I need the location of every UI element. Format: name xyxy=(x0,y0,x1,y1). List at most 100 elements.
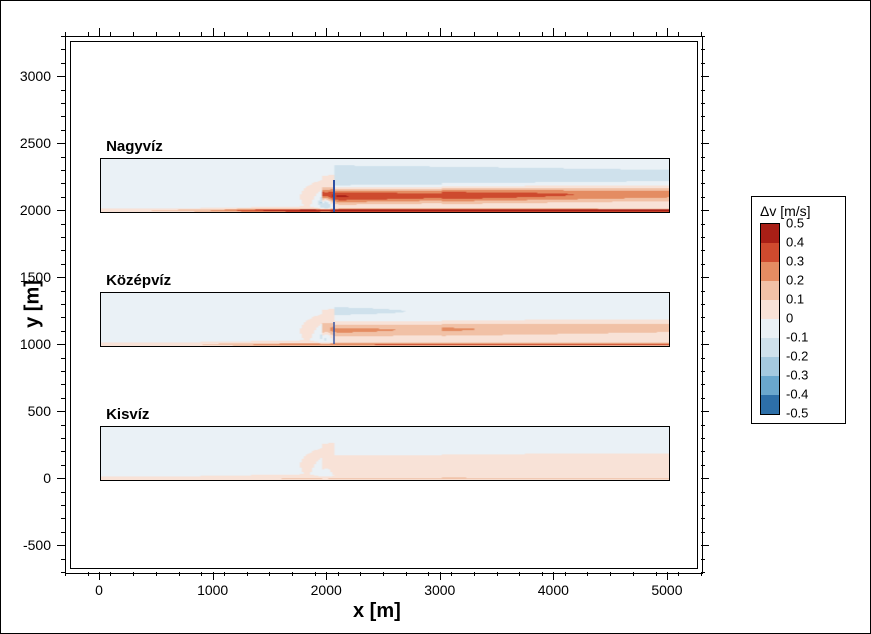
tick xyxy=(406,572,407,576)
tick xyxy=(701,545,705,546)
heatmap-panel xyxy=(100,292,670,348)
tick xyxy=(474,32,475,36)
tick xyxy=(61,425,65,426)
tick xyxy=(656,572,657,576)
tick xyxy=(701,250,705,251)
tick xyxy=(61,90,65,91)
tick xyxy=(326,572,327,580)
tick xyxy=(61,49,65,50)
tick xyxy=(61,264,65,265)
tick xyxy=(61,250,65,251)
tick xyxy=(565,572,566,576)
tick xyxy=(701,451,705,452)
tick xyxy=(610,572,611,576)
panel-label: Középvíz xyxy=(106,272,171,289)
tick xyxy=(61,103,65,104)
tick xyxy=(65,32,66,36)
tick xyxy=(338,32,339,36)
tick xyxy=(701,371,705,372)
tick xyxy=(61,63,65,64)
tick xyxy=(701,358,705,359)
tick xyxy=(701,572,705,573)
x-tick-label: 1000 xyxy=(197,582,228,598)
heatmap-panel xyxy=(100,158,670,214)
tick xyxy=(315,572,316,576)
x-tick-label: 5000 xyxy=(651,582,682,598)
legend-swatch xyxy=(761,224,779,243)
tick xyxy=(565,32,566,36)
tick xyxy=(440,572,441,580)
legend-level-label: -0.1 xyxy=(786,330,808,345)
tick xyxy=(701,291,705,292)
tick xyxy=(701,49,705,50)
tick xyxy=(519,32,520,36)
tick xyxy=(201,32,202,36)
tick xyxy=(315,32,316,36)
tick xyxy=(61,358,65,359)
tick xyxy=(360,32,361,36)
tick xyxy=(633,32,634,36)
legend-swatch xyxy=(761,319,779,338)
tick xyxy=(701,317,705,318)
tick xyxy=(61,411,65,412)
colorbar-legend: Δv [m/s] 0.50.40.30.20.10-0.1-0.2-0.3-0.… xyxy=(751,196,846,424)
tick xyxy=(701,505,705,506)
tick xyxy=(701,36,705,37)
legend-swatch xyxy=(761,300,779,319)
tick xyxy=(292,572,293,576)
tick xyxy=(61,545,65,546)
figure-frame: NagyvízKözépvízKisvíz x [m] y [m] Δv [m/… xyxy=(0,0,871,634)
legend-swatch xyxy=(761,357,779,376)
tick xyxy=(428,32,429,36)
legend-level-label: 0.5 xyxy=(786,216,804,231)
tick xyxy=(61,451,65,452)
tick xyxy=(61,277,65,278)
tick xyxy=(99,572,100,580)
tick xyxy=(656,32,657,36)
tick xyxy=(61,518,65,519)
tick xyxy=(61,170,65,171)
y-tick-label: 1000 xyxy=(20,336,51,352)
tick xyxy=(65,572,66,576)
legend-level-label: 0.2 xyxy=(786,273,804,288)
legend-level-label: 0.3 xyxy=(786,254,804,269)
tick xyxy=(701,237,705,238)
tick xyxy=(61,478,65,479)
tick xyxy=(247,572,248,576)
tick xyxy=(701,183,705,184)
tick xyxy=(213,28,214,36)
tick xyxy=(61,505,65,506)
tick xyxy=(701,344,705,345)
y-tick-label: 2000 xyxy=(20,202,51,218)
tick xyxy=(542,572,543,576)
tick xyxy=(179,572,180,576)
x-tick-label: 3000 xyxy=(424,582,455,598)
legend-level-label: 0 xyxy=(786,311,793,326)
tick xyxy=(701,398,705,399)
tick xyxy=(383,32,384,36)
legend-level-label: 0.1 xyxy=(786,292,804,307)
tick xyxy=(610,32,611,36)
tick xyxy=(406,32,407,36)
tick xyxy=(474,572,475,576)
tick xyxy=(701,438,705,439)
tick xyxy=(701,63,705,64)
legend-swatch xyxy=(761,262,779,281)
tick xyxy=(701,90,705,91)
legend-swatch xyxy=(761,338,779,357)
tick xyxy=(667,572,668,580)
tick xyxy=(633,572,634,576)
tick xyxy=(110,32,111,36)
heatmap-panel xyxy=(100,426,670,482)
tick xyxy=(701,532,705,533)
tick xyxy=(701,76,705,77)
tick xyxy=(61,492,65,493)
tick xyxy=(61,438,65,439)
legend-swatches xyxy=(760,223,780,415)
tick xyxy=(110,572,111,576)
tick xyxy=(61,384,65,385)
tick xyxy=(701,425,705,426)
tick xyxy=(701,264,705,265)
tick xyxy=(269,32,270,36)
tick xyxy=(383,572,384,576)
